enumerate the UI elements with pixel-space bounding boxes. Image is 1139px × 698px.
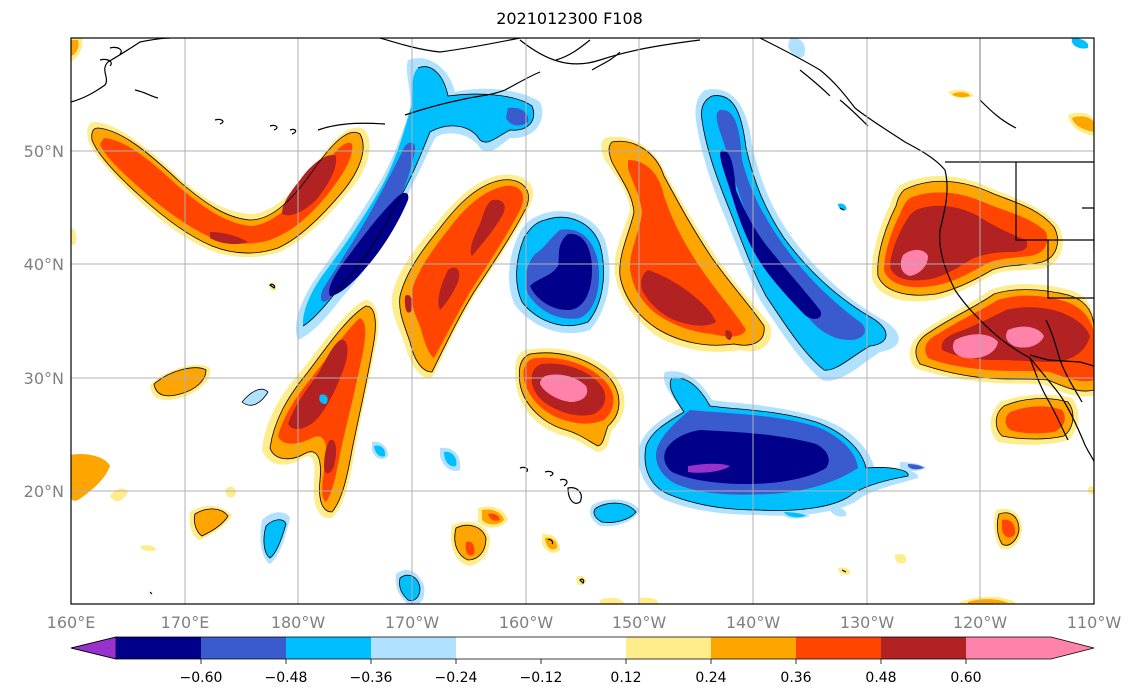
lon-label-130w: 130°W (840, 613, 895, 632)
field-eastern-trough (695, 89, 899, 381)
field-west-jet (87, 122, 370, 258)
field-subtropical-high (515, 348, 625, 452)
lat-label-50: 50°N (24, 142, 64, 161)
lat-label-40: 40°N (24, 255, 64, 274)
colorbar-ticks (200, 659, 967, 664)
colorbar-label: 0.12 (610, 670, 641, 686)
lon-label-160e: 160°E (47, 613, 96, 632)
lat-label-30: 30°N (24, 369, 64, 388)
graticule (71, 38, 1094, 604)
latitude-labels: 50°N 40°N 30°N 20°N (24, 142, 64, 501)
field-california-ridge (871, 175, 1063, 302)
colorbar-label: −0.12 (520, 670, 563, 686)
colorbar-segment (371, 637, 456, 659)
colorbar-label: −0.48 (265, 670, 308, 686)
field-small-negatives (242, 38, 1089, 604)
colorbar-segment (796, 637, 881, 659)
colorbar-label: 0.24 (695, 670, 726, 686)
colorbar-segment (201, 637, 286, 659)
colorbar-outline (70, 636, 1095, 660)
colorbar-extend-high (1051, 637, 1094, 659)
field-subtropical-low (638, 371, 919, 516)
lon-label-110w: 110°W (1067, 613, 1122, 632)
lon-label-180w: 180°W (271, 613, 326, 632)
field-central-jet (391, 174, 534, 379)
lon-label-170e: 170°E (161, 613, 210, 632)
lon-label-150w: 150°W (612, 613, 667, 632)
colorbar-label: 0.60 (950, 670, 981, 686)
lon-label-160w: 160°W (499, 613, 554, 632)
colorbar-segment (286, 637, 371, 659)
field-aleutian-negative (296, 58, 543, 341)
contour-outlines (91, 66, 1094, 601)
colorbar-label: 0.48 (865, 670, 896, 686)
colorbar-segment (626, 637, 711, 659)
colorbar-label: −0.60 (180, 670, 223, 686)
map-title: 2021012300 F108 (496, 9, 643, 28)
colorbar-extend-low (70, 636, 117, 660)
lon-label-120w: 120°W (953, 613, 1008, 632)
colorbar-label: −0.24 (435, 670, 478, 686)
lon-label-140w: 140°W (726, 613, 781, 632)
field-baja-ridge (990, 394, 1079, 445)
longitude-labels: 160°E 170°E 180°W 170°W 160°W 150°W 140°… (47, 613, 1122, 632)
lon-label-170w: 170°W (385, 613, 440, 632)
coastlines (71, 38, 1094, 595)
colorbar-segment (881, 637, 966, 659)
map-plot-area (71, 38, 1094, 604)
colorbar-label: −0.36 (350, 670, 393, 686)
colorbar-segment (456, 637, 541, 659)
map-frame (70, 37, 1095, 605)
colorbar: −0.60 −0.48 −0.36 −0.24 −0.12 0.12 0.24 … (70, 636, 1095, 686)
field-ridge-150w (601, 136, 771, 352)
colorbar-segment (711, 637, 796, 659)
colorbar-segment (116, 637, 201, 659)
colorbar-segment (966, 637, 1051, 659)
colorbar-segment (541, 637, 626, 659)
colorbar-label: 0.36 (780, 670, 811, 686)
field-central-low (508, 211, 610, 334)
lat-label-20: 20°N (24, 482, 64, 501)
